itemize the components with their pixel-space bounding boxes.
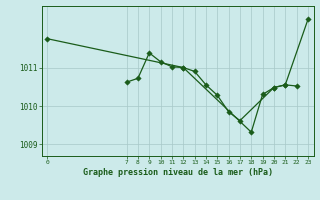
X-axis label: Graphe pression niveau de la mer (hPa): Graphe pression niveau de la mer (hPa) xyxy=(83,168,273,177)
